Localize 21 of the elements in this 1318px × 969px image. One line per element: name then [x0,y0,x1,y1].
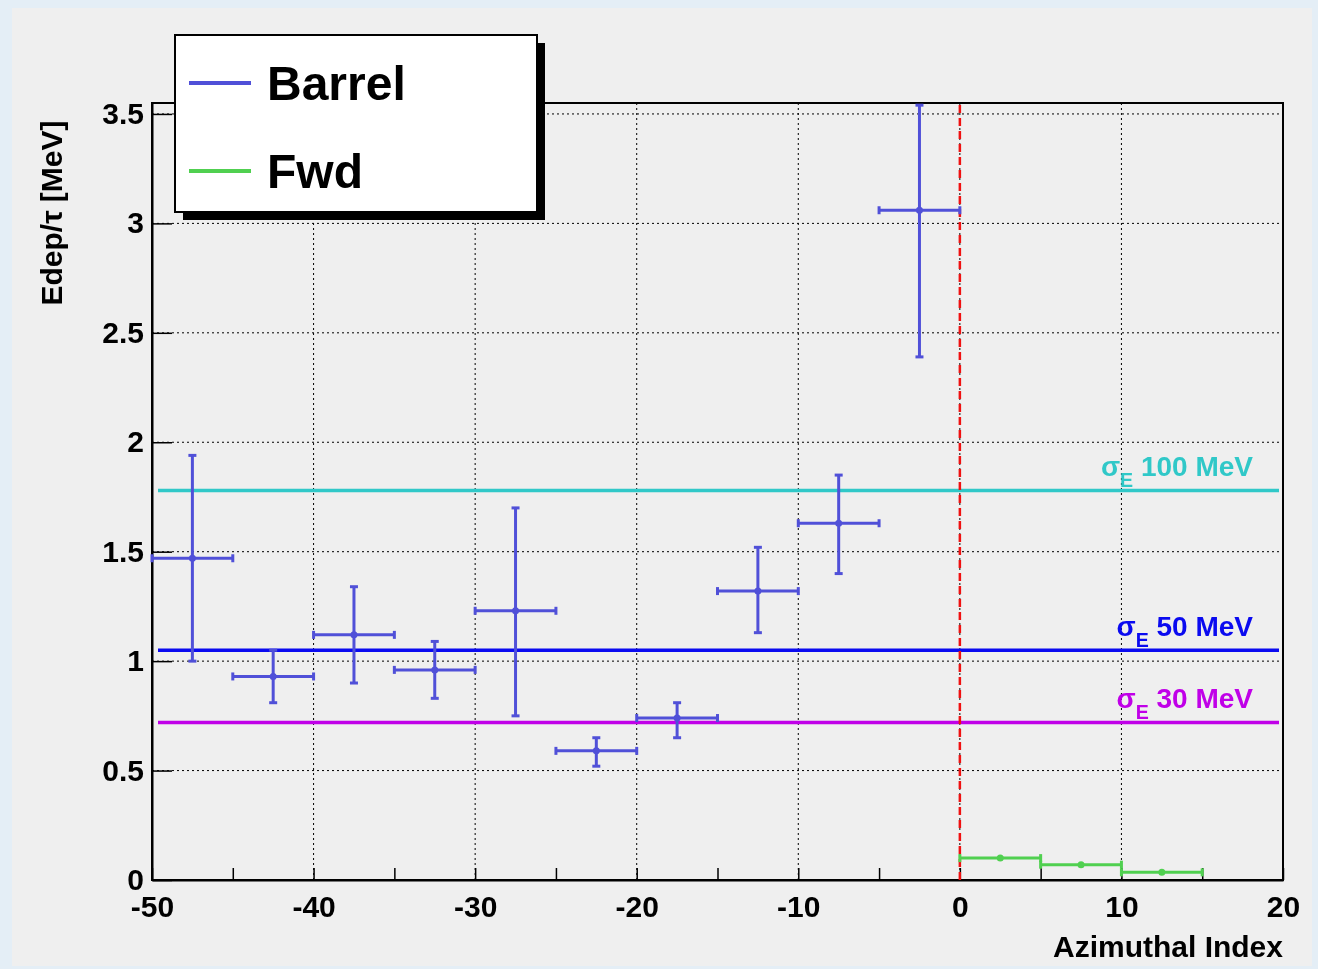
x-tick-label: -20 [615,890,659,924]
legend-label: Barrel [267,57,406,110]
y-tick-label: 1.5 [102,534,144,568]
x-axis-title: Azimuthal Index [1052,930,1284,963]
y-tick-label: 3 [127,206,144,240]
x-tick-label: 10 [1105,890,1139,924]
ref-line-label: σ$_{E}$ 30 MeV [1116,683,1254,724]
legend-label: Fwd [267,145,363,198]
x-tick-label: -30 [453,890,498,924]
y-tick-label: 0.5 [102,753,144,787]
ref-line-label: σ$_{E}$ 100 MeV [1100,451,1254,492]
x-tick-label: 0 [952,890,969,924]
x-tick-label: -40 [292,890,336,924]
y-tick-label: 2.5 [102,315,144,349]
y-tick-label: 2 [127,425,144,459]
y-axis-title: Edep/τ [MeV] [35,120,68,306]
y-tick-label: 1 [127,644,144,678]
x-tick-label: -10 [777,890,821,924]
ref-line-label: σ$_{E}$ 50 MeV [1116,611,1254,652]
x-tick-label: 20 [1266,890,1301,924]
y-tick-label: 3.5 [102,97,144,131]
